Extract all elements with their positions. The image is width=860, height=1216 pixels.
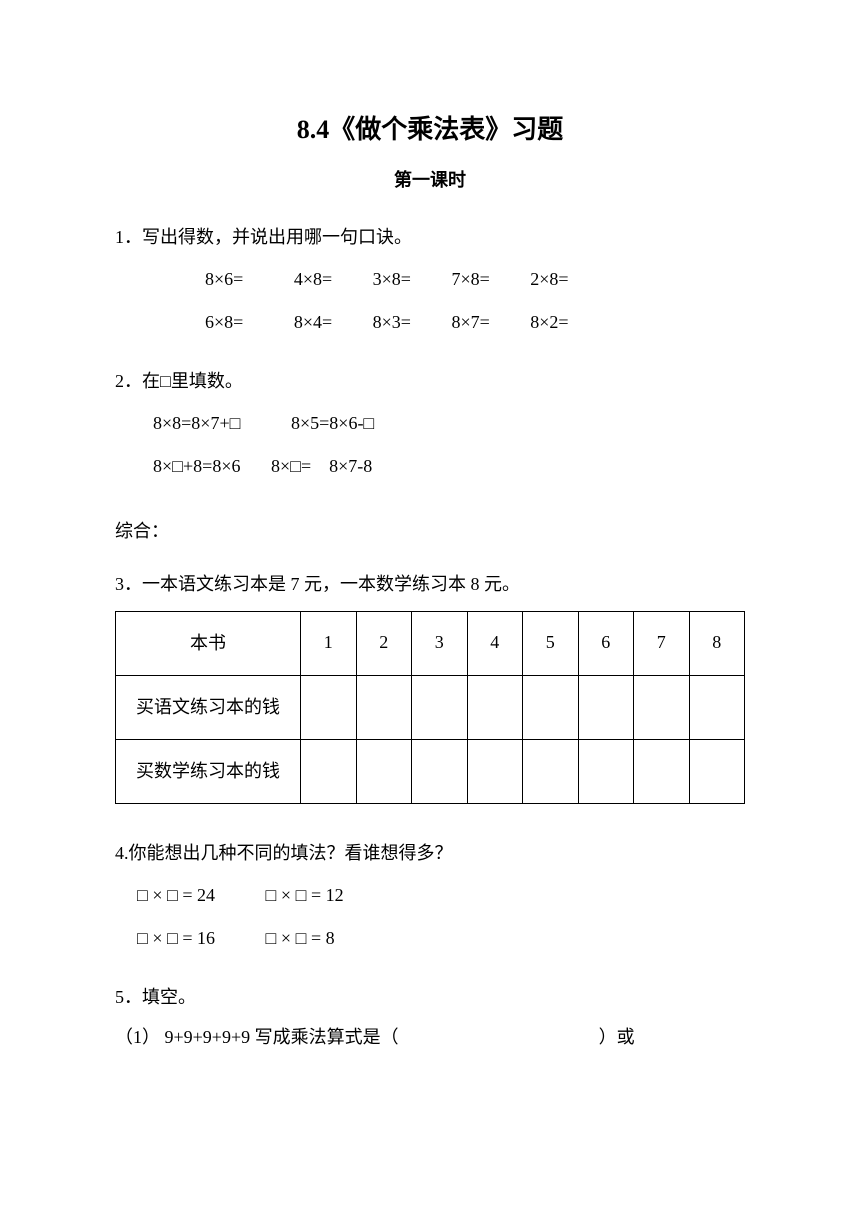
q4-e3: □ × □ = 16 <box>137 928 215 948</box>
q4-prompt: 4.你能想出几种不同的填法？看谁想得多？ <box>115 834 745 874</box>
q1-r2-c1: 6×8= <box>205 301 243 344</box>
q3-h0: 本书 <box>116 611 301 675</box>
q4-e1: □ × □ = 24 <box>137 885 215 905</box>
question-3: 3．一本语文练习本是 7 元，一本数学练习本 8 元。 本书 1 2 3 4 5… <box>115 565 745 804</box>
question-2: 2．在□里填数。 8×8=8×7+□ 8×5=8×6-□ 8×□+8=8×6 8… <box>115 362 745 488</box>
q4-e2: □ × □ = 12 <box>266 885 344 905</box>
cell <box>689 739 745 803</box>
cell <box>578 675 634 739</box>
q3-h8: 8 <box>689 611 745 675</box>
q3-table: 本书 1 2 3 4 5 6 7 8 买语文练习本的钱 买数学练习本的钱 <box>115 611 745 805</box>
q5-prompt: 5．填空。 <box>115 978 745 1018</box>
q1-r2-c4: 8×7= <box>451 301 489 344</box>
q3-h6: 6 <box>578 611 634 675</box>
cell <box>523 675 579 739</box>
q5-item1-post: ）或 <box>599 1027 635 1047</box>
cell <box>578 739 634 803</box>
q3-h1: 1 <box>301 611 357 675</box>
q3-row2-label: 买数学练习本的钱 <box>116 739 301 803</box>
q2-r1-a: 8×8=8×7+□ <box>153 402 240 445</box>
q1-r2-c3: 8×3= <box>373 301 411 344</box>
cell <box>301 739 357 803</box>
q3-prompt: 3．一本语文练习本是 7 元，一本数学练习本 8 元。 <box>115 565 745 605</box>
q3-h5: 5 <box>523 611 579 675</box>
cell <box>689 675 745 739</box>
cell <box>523 739 579 803</box>
q1-prompt: 1．写出得数，并说出用哪一句口诀。 <box>115 218 745 258</box>
table-header-row: 本书 1 2 3 4 5 6 7 8 <box>116 611 745 675</box>
cell <box>634 675 690 739</box>
q4-row2: □ × □ = 16 □ × □ = 8 <box>115 917 745 960</box>
cell <box>467 675 523 739</box>
q1-r1-c5: 2×8= <box>530 258 568 301</box>
q1-r1-c2: 4×8= <box>294 258 332 301</box>
q4-e4: □ × □ = 8 <box>266 928 335 948</box>
question-4: 4.你能想出几种不同的填法？看谁想得多？ □ × □ = 24 □ × □ = … <box>115 834 745 960</box>
cell <box>356 739 412 803</box>
q5-item1: （1） 9+9+9+9+9 写成乘法算式是（ ）或 <box>115 1018 745 1058</box>
q1-row2: 6×8= 8×4= 8×3= 8×7= 8×2= <box>115 301 745 344</box>
cell <box>356 675 412 739</box>
q1-r1-c4: 7×8= <box>451 258 489 301</box>
q1-r1-c3: 3×8= <box>373 258 411 301</box>
q1-row1: 8×6= 4×8= 3×8= 7×8= 2×8= <box>115 258 745 301</box>
q3-h4: 4 <box>467 611 523 675</box>
q3-row1-label: 买语文练习本的钱 <box>116 675 301 739</box>
cell <box>301 675 357 739</box>
composite-label: 综合： <box>115 518 745 545</box>
q2-r1-b: 8×5=8×6-□ <box>291 402 374 445</box>
cell <box>412 675 468 739</box>
cell <box>634 739 690 803</box>
table-row: 买数学练习本的钱 <box>116 739 745 803</box>
q1-r1-c1: 8×6= <box>205 258 243 301</box>
q2-row2: 8×□+8=8×6 8×□= 8×7-8 <box>115 445 745 488</box>
q5-item1-pre: （1） 9+9+9+9+9 写成乘法算式是（ <box>115 1027 399 1047</box>
q3-h7: 7 <box>634 611 690 675</box>
table-row: 买语文练习本的钱 <box>116 675 745 739</box>
q1-r2-c2: 8×4= <box>294 301 332 344</box>
page-title: 8.4《做个乘法表》习题 <box>115 110 745 149</box>
page-subtitle: 第一课时 <box>115 167 745 194</box>
q2-prompt: 2．在□里填数。 <box>115 362 745 402</box>
question-5: 5．填空。 （1） 9+9+9+9+9 写成乘法算式是（ ）或 <box>115 978 745 1057</box>
q3-h2: 2 <box>356 611 412 675</box>
cell <box>412 739 468 803</box>
q2-r2-b: 8×□= 8×7-8 <box>271 445 372 488</box>
question-1: 1．写出得数，并说出用哪一句口诀。 8×6= 4×8= 3×8= 7×8= 2×… <box>115 218 745 344</box>
q4-row1: □ × □ = 24 □ × □ = 12 <box>115 874 745 917</box>
q3-h3: 3 <box>412 611 468 675</box>
q2-r2-a: 8×□+8=8×6 <box>153 445 240 488</box>
cell <box>467 739 523 803</box>
q2-row1: 8×8=8×7+□ 8×5=8×6-□ <box>115 402 745 445</box>
q1-r2-c5: 8×2= <box>530 301 568 344</box>
